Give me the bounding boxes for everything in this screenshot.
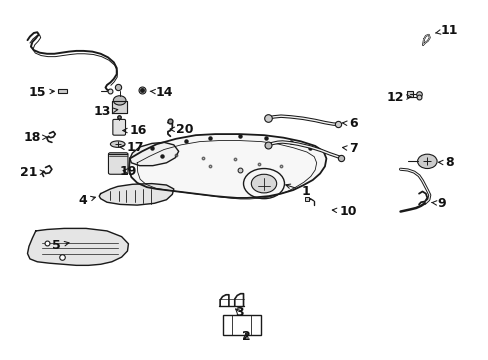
Text: 1: 1 — [285, 184, 310, 198]
Text: 13: 13 — [94, 105, 118, 118]
Text: 6: 6 — [342, 117, 357, 130]
Ellipse shape — [110, 141, 125, 147]
Text: 9: 9 — [430, 197, 445, 210]
Text: 5: 5 — [52, 239, 69, 252]
Text: 14: 14 — [150, 86, 173, 99]
Polygon shape — [27, 228, 128, 265]
Text: 10: 10 — [332, 205, 356, 218]
Text: 19: 19 — [119, 165, 136, 177]
FancyBboxPatch shape — [58, 89, 67, 93]
Circle shape — [113, 96, 126, 105]
Text: 20: 20 — [170, 123, 193, 136]
Text: 11: 11 — [434, 24, 458, 37]
FancyBboxPatch shape — [108, 153, 128, 174]
Text: 3: 3 — [235, 306, 244, 319]
FancyBboxPatch shape — [222, 315, 260, 335]
Text: 18: 18 — [24, 131, 47, 144]
Polygon shape — [130, 142, 178, 166]
Text: 15: 15 — [28, 86, 54, 99]
Polygon shape — [129, 134, 326, 198]
Text: 17: 17 — [120, 141, 143, 154]
Text: 7: 7 — [342, 142, 357, 155]
Text: 4: 4 — [79, 194, 95, 207]
Text: 8: 8 — [438, 156, 453, 169]
Text: 2: 2 — [241, 330, 250, 343]
Circle shape — [417, 154, 436, 168]
Text: 21: 21 — [20, 166, 44, 179]
FancyBboxPatch shape — [113, 120, 125, 135]
Text: 12: 12 — [386, 91, 410, 104]
Polygon shape — [99, 184, 173, 205]
Circle shape — [251, 174, 276, 193]
Polygon shape — [112, 101, 127, 113]
Text: 16: 16 — [122, 124, 147, 137]
